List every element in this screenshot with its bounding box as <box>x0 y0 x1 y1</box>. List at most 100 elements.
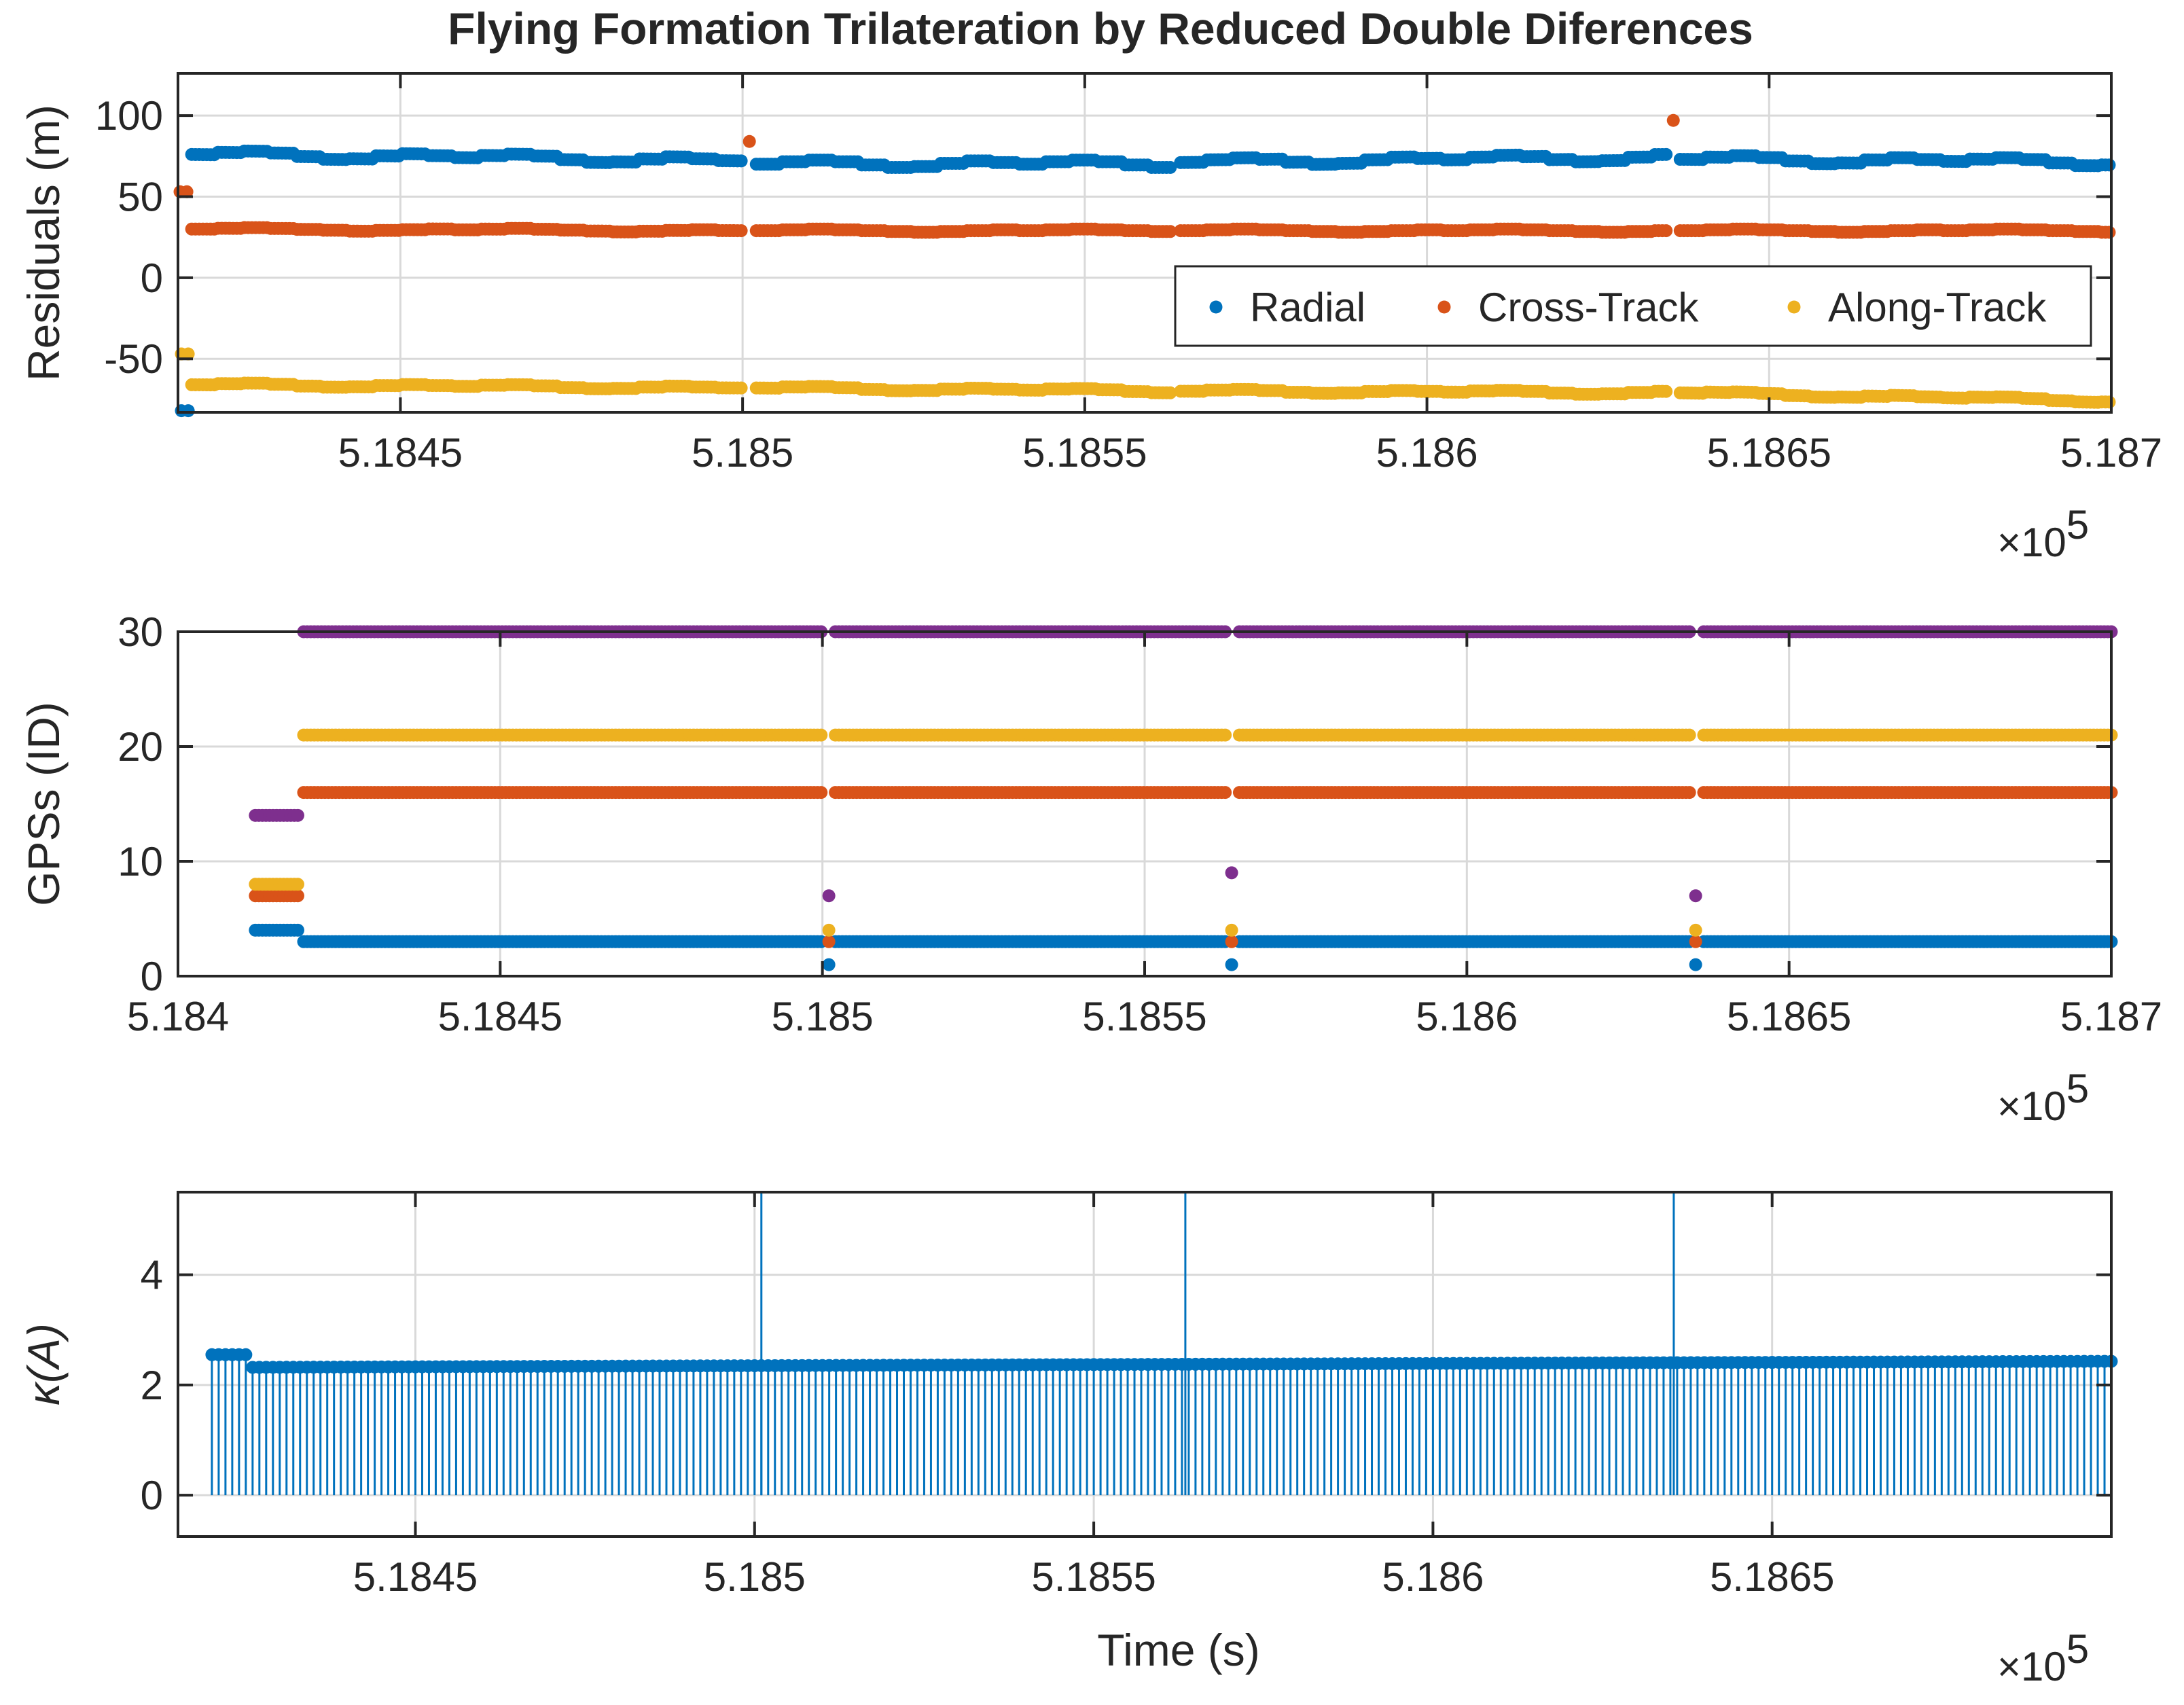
data-point-sat3 <box>291 878 304 891</box>
gap-point-sat1 <box>822 958 836 971</box>
legend-marker-cross-track <box>1437 300 1451 314</box>
data-point-radial <box>734 154 748 168</box>
x-tick-label: 5.187 <box>2060 430 2162 475</box>
x-tick-label: 5.1845 <box>338 430 463 475</box>
data-point-sat3 <box>1683 728 1696 742</box>
y-tick-label: 100 <box>95 93 163 139</box>
data-point-cross-track <box>180 185 194 198</box>
y-tick-label: 20 <box>118 724 163 770</box>
legend-marker-along-track <box>1787 300 1801 314</box>
kappa-x-axis-label: Time (s) <box>1097 1625 1260 1675</box>
legend-label-cross-track: Cross-Track <box>1478 285 1699 330</box>
y-tick-label: 50 <box>118 174 163 219</box>
data-point-along-track <box>1660 384 1673 398</box>
data-point-radial <box>181 404 195 418</box>
data-point-sat2 <box>1683 786 1696 800</box>
gap-point-sat1 <box>1225 958 1238 971</box>
data-point-cross-track <box>1660 224 1673 238</box>
y-tick-label: 0 <box>141 954 163 999</box>
x-tick-label: 5.187 <box>2060 994 2162 1039</box>
residuals-exponent-label: ×105 <box>1997 502 2089 565</box>
x-tick-label: 5.1865 <box>1707 430 1832 475</box>
data-point-along-track <box>734 381 748 395</box>
x-tick-label: 5.1855 <box>1022 430 1147 475</box>
legend-label-radial: Radial <box>1250 285 1365 330</box>
gap-point-sat3 <box>1689 923 1702 937</box>
data-point-sat3 <box>1219 728 1232 742</box>
x-tick-label: 5.185 <box>692 430 793 475</box>
x-tick-label: 5.1845 <box>353 1554 478 1600</box>
data-point-sat2 <box>291 889 304 903</box>
data-point-sat2 <box>1219 786 1232 800</box>
residuals-y-axis-label: Residuals (m) <box>18 105 69 381</box>
x-tick-label: 5.186 <box>1382 1554 1484 1600</box>
gap-point-sat2 <box>1225 935 1238 948</box>
y-tick-label: 0 <box>141 1473 163 1518</box>
kappa-axes: 5.1845 5.185 5.1855 5.186 5.1865 0 2 4 κ(A) Tim… <box>18 1191 2118 1689</box>
gpss-grid <box>178 632 2111 976</box>
residuals-exponent-base: ×10 <box>1997 520 2066 565</box>
data-point-sat2 <box>814 786 828 800</box>
legend-label-along-track: Along-Track <box>1828 285 2047 330</box>
x-tick-label: 5.1845 <box>438 994 563 1039</box>
gap-point-sat2 <box>1689 935 1702 948</box>
gap-point-sat1 <box>1689 958 1702 971</box>
gpss-y-axis-label: GPSs (ID) <box>18 702 69 906</box>
gap-point-sat4 <box>1225 866 1238 880</box>
gap-point-sat4 <box>1689 889 1702 903</box>
x-tick-label: 5.1855 <box>1082 994 1207 1039</box>
residuals-axes: 5.1845 5.185 5.1855 5.186 5.1865 5.187 -50 0 50 1… <box>18 72 2162 565</box>
x-tick-label: 5.185 <box>704 1554 806 1600</box>
y-tick-label: 30 <box>118 609 163 655</box>
x-tick-label: 5.186 <box>1376 430 1478 475</box>
x-tick-label: 5.1865 <box>1727 994 1852 1039</box>
y-tick-label: 4 <box>141 1253 163 1298</box>
gpss-axes: 5.184 5.1845 5.185 5.1855 5.186 5.1865 5.187 0 1… <box>18 609 2162 1129</box>
data-point-sat1 <box>291 923 304 937</box>
y-tick-label: 2 <box>141 1363 163 1408</box>
gpss-exponent-power: 5 <box>2066 1066 2089 1111</box>
data-point-cross-track <box>734 224 748 238</box>
gap-point-sat3 <box>1225 923 1238 937</box>
residuals-exponent-power: 5 <box>2066 502 2089 548</box>
gpss-exponent-label: ×105 <box>1997 1066 2089 1129</box>
figure-title: Flying Formation Trilateration by Reduce… <box>448 3 1753 54</box>
kappa-exponent-base: ×10 <box>1997 1644 2066 1689</box>
data-point-sat4 <box>291 808 304 822</box>
gpss-exponent-base: ×10 <box>1997 1083 2066 1129</box>
data-point-sat3 <box>814 728 828 742</box>
x-tick-label: 5.1865 <box>1710 1554 1835 1600</box>
y-tick-label: 10 <box>118 839 163 884</box>
residuals-grid <box>178 73 2111 412</box>
data-point-along-track <box>181 347 195 361</box>
legend-box <box>1174 265 2092 347</box>
data-point-cross-track <box>2102 226 2116 239</box>
kappa-exponent-label: ×105 <box>1997 1626 2089 1689</box>
outlier-point-cross-track <box>1666 113 1680 127</box>
x-tick-label: 5.185 <box>772 994 874 1039</box>
data-point-radial <box>2102 158 2116 172</box>
x-tick-label: 5.1855 <box>1031 1554 1156 1600</box>
residuals-marks <box>173 113 2116 418</box>
gap-point-sat4 <box>822 889 836 903</box>
residuals-legend: Radial Cross-Track Along-Track <box>1174 265 2092 347</box>
gap-point-sat2 <box>822 935 836 948</box>
gpss-marks <box>249 625 2118 971</box>
data-point-along-track <box>2102 395 2116 409</box>
x-tick-label: 5.184 <box>127 994 229 1039</box>
residuals-axes-frame <box>177 72 2113 414</box>
residuals-ticks: 5.1845 5.185 5.1855 5.186 5.1865 5.187 -50 0 50 1… <box>95 73 2162 475</box>
y-tick-label: 0 <box>141 255 163 301</box>
data-point-cross-track <box>1164 225 1177 238</box>
legend-marker-radial <box>1209 300 1223 314</box>
gap-point-sat3 <box>822 923 836 937</box>
data-point-radial <box>1164 160 1177 174</box>
data-point-along-track <box>1164 386 1177 399</box>
kappa-y-axis-label: κ(A) <box>18 1323 69 1405</box>
kappa-initial-marker <box>239 1348 253 1361</box>
kappa-exponent-power: 5 <box>2066 1626 2089 1672</box>
kappa-marks <box>205 1192 2118 1496</box>
data-point-radial <box>1660 147 1673 161</box>
x-tick-label: 5.186 <box>1416 994 1518 1039</box>
